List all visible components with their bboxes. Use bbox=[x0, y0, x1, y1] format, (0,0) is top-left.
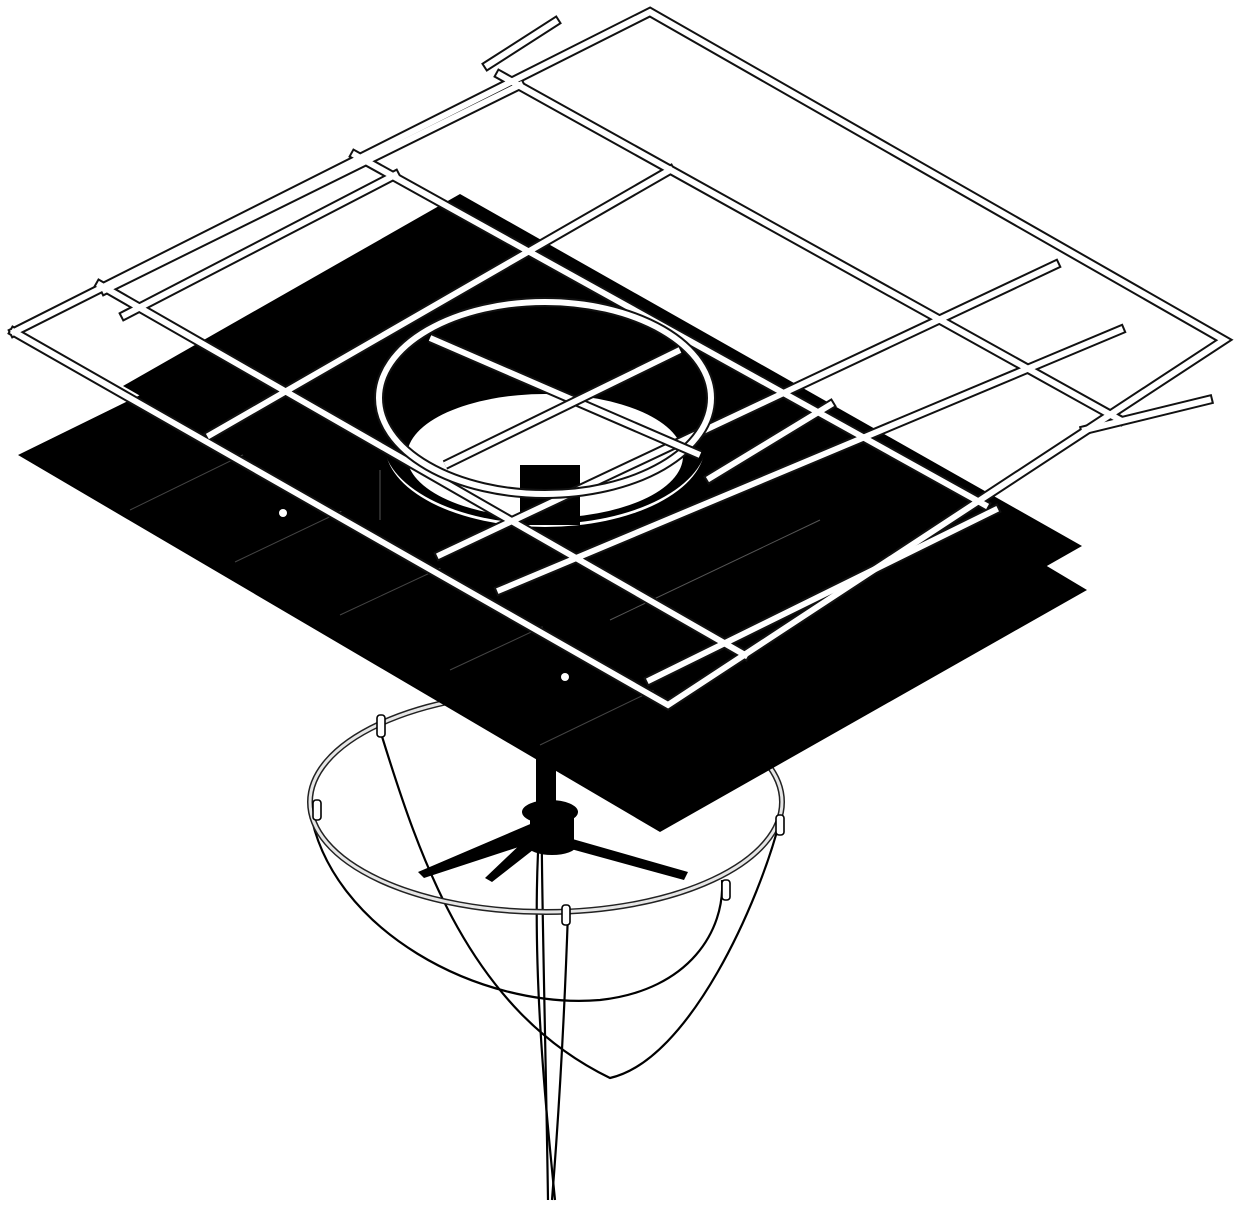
circular-ring bbox=[374, 297, 716, 499]
panel-bolts bbox=[279, 509, 569, 681]
tubular-frame-grid bbox=[7, 6, 1234, 711]
cable-right-drop bbox=[550, 911, 570, 1201]
hoop-clips bbox=[312, 714, 785, 926]
cable-outer-loop bbox=[378, 729, 782, 1080]
cable-mid-drop bbox=[535, 819, 557, 1201]
tripod-mount bbox=[418, 745, 688, 882]
